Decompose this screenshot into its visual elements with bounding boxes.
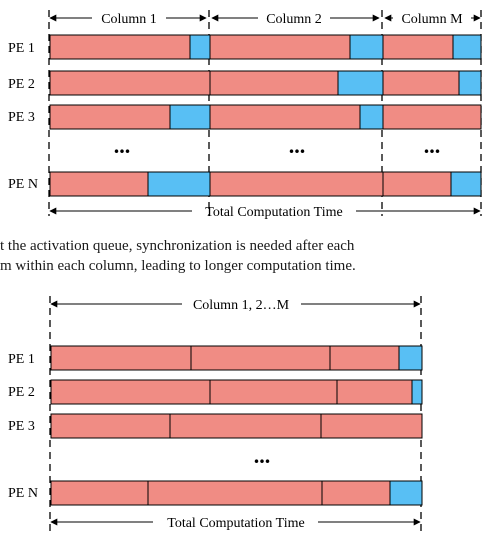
top-pe-label-3: PE 3 — [8, 110, 35, 125]
bottom-pe3-compute-segment-2 — [169, 413, 322, 439]
bottom-pe2-compute-segment-1 — [50, 379, 211, 405]
bottom-column-label: Column 1, 2…M — [193, 298, 290, 313]
top-pe-label-2: PE 2 — [8, 77, 35, 92]
caption-line-1: t the activation queue, synchronization … — [0, 238, 355, 254]
top-pe3-col2-compute-segment-1 — [209, 104, 361, 130]
top-pe1-col3-idle-segment-2 — [452, 34, 482, 60]
top-pe2-col1-compute-segment-1 — [49, 70, 211, 96]
bottom-pe3-compute-segment-1 — [50, 413, 171, 439]
top-pe-label-n: PE N — [8, 177, 38, 192]
bottom-pe1-compute-segment-3 — [329, 345, 400, 371]
bottom-diagram-merged-columns: Column 1, 2…M PE 1 PE 2 PE 3 PE N ... To… — [8, 296, 423, 532]
top-pe4-col1-compute-segment-1 — [49, 171, 149, 197]
top-diagram-column-sync: Column 1 Column 2 Column M PE 1 PE 2 PE … — [8, 10, 482, 220]
top-pe4-col1-idle-segment-2 — [147, 171, 211, 197]
top-pe1-col1-compute-segment-1 — [49, 34, 191, 60]
bottom-bars — [50, 345, 423, 506]
top-total-label: Total Computation Time — [205, 205, 342, 220]
top-ellipsis-2: ... — [289, 133, 306, 158]
top-ellipsis-m: ... — [424, 133, 441, 158]
bottom-pe-label-n: PE N — [8, 486, 38, 501]
bottom-total-label: Total Computation Time — [167, 516, 304, 531]
top-pe2-col3-idle-segment-2 — [458, 70, 482, 96]
bottom-pe1-compute-segment-2 — [190, 345, 331, 371]
bottom-ellipsis: ... — [254, 443, 271, 468]
bottom-pe1-idle-segment-4 — [398, 345, 423, 371]
top-ellipsis-1: ... — [114, 133, 131, 158]
bottom-pe1-compute-segment-1 — [50, 345, 192, 371]
top-pe-label-1: PE 1 — [8, 41, 35, 56]
top-pe1-col2-idle-segment-2 — [349, 34, 384, 60]
top-pe4-col3-compute-segment-1 — [382, 171, 452, 197]
bottom-pe4-compute-segment-2 — [147, 480, 323, 506]
bottom-pe-label-1: PE 1 — [8, 352, 35, 367]
top-column-label-2: Column 2 — [266, 12, 322, 27]
bottom-pe4-compute-segment-3 — [321, 480, 391, 506]
top-column-label-1: Column 1 — [101, 12, 157, 27]
top-pe2-col2-idle-segment-2 — [337, 70, 384, 96]
caption: t the activation queue, synchronization … — [0, 236, 497, 276]
bottom-pe-label-3: PE 3 — [8, 419, 35, 434]
top-pe1-col3-compute-segment-1 — [382, 34, 454, 60]
top-pe3-col1-idle-segment-2 — [169, 104, 211, 130]
bottom-pe-label-2: PE 2 — [8, 385, 35, 400]
caption-line-2: m within each column, leading to longer … — [0, 258, 356, 274]
top-pe3-col3-compute-segment-1 — [382, 104, 482, 130]
bottom-pe2-idle-segment-4 — [411, 379, 423, 405]
top-column-label-m: Column M — [401, 12, 463, 27]
top-pe2-col2-compute-segment-1 — [209, 70, 339, 96]
top-pe4-col2-compute-segment-1 — [209, 171, 384, 197]
bottom-pe4-idle-segment-4 — [389, 480, 423, 506]
bottom-pe2-compute-segment-3 — [336, 379, 413, 405]
bottom-pe2-compute-segment-2 — [209, 379, 338, 405]
top-pe3-col2-idle-segment-2 — [359, 104, 384, 130]
top-pe1-col1-idle-segment-2 — [189, 34, 211, 60]
top-pe4-col3-idle-segment-2 — [450, 171, 482, 197]
top-pe2-col3-compute-segment-1 — [382, 70, 460, 96]
top-pe1-col2-compute-segment-1 — [209, 34, 351, 60]
top-pe3-col1-compute-segment-1 — [49, 104, 171, 130]
bottom-pe3-compute-segment-3 — [320, 413, 423, 439]
bottom-pe4-compute-segment-1 — [50, 480, 149, 506]
top-bars — [49, 34, 482, 197]
